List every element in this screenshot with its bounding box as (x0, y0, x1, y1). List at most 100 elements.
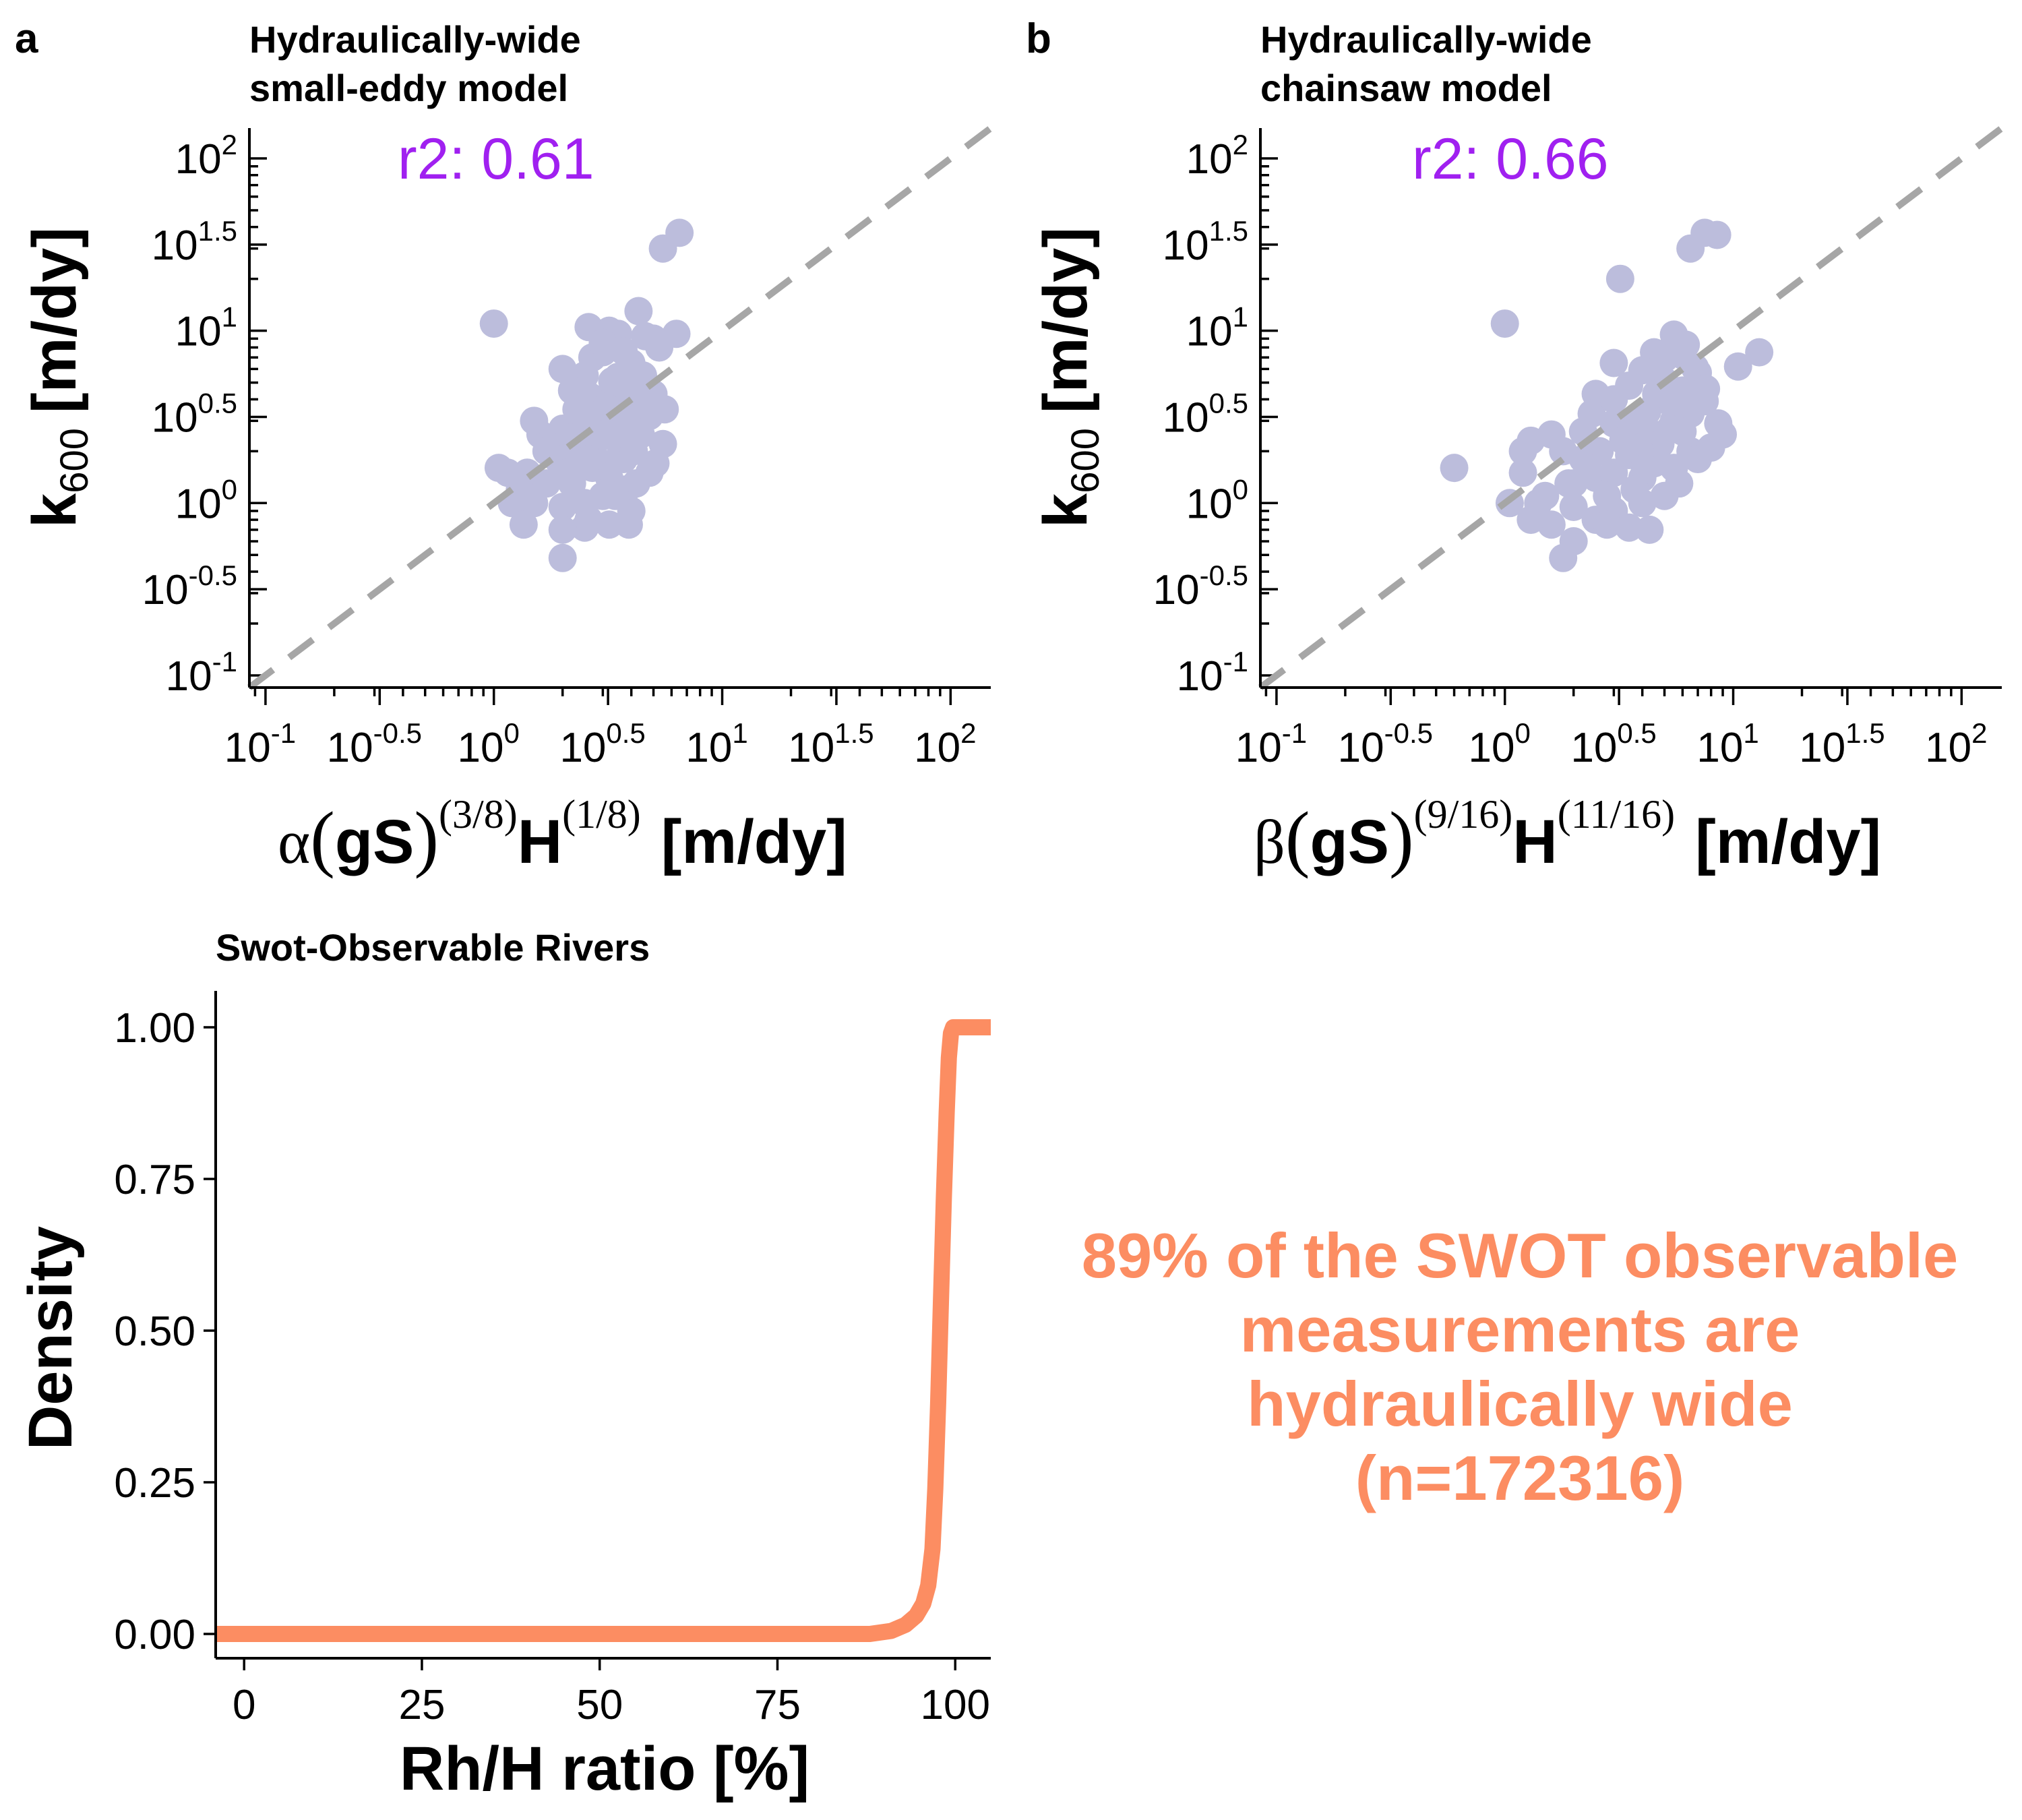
x-tick-label-exponent: 0.5 (606, 717, 645, 749)
annotation-line-2: measurements are (1240, 1294, 1800, 1365)
y-tick-label-base: 10 (175, 136, 222, 183)
x-tick-label-exponent: 0.5 (1617, 717, 1656, 749)
data-point (1680, 353, 1709, 382)
y-tick-label: 10-0.5 (142, 559, 237, 613)
x-tick-label-exponent: -1 (1282, 717, 1307, 749)
x-tick-label: 100 (1469, 717, 1531, 771)
y-tick-label-exponent: 1.5 (1209, 215, 1248, 247)
x-tick-label: 10-0.5 (1338, 717, 1433, 771)
data-point (509, 510, 538, 539)
panel-b-title-line2: chainsaw model (1260, 67, 1552, 109)
x-tick-label-exponent: 0 (504, 717, 520, 749)
annotation-line-4: (n=172316) (1355, 1443, 1685, 1513)
panel-b-r2-label: r2: 0.66 (1412, 127, 1609, 191)
data-point (1650, 344, 1679, 373)
x-tick-label: 102 (914, 717, 976, 771)
data-point (631, 322, 660, 351)
x-tick-label: 101.5 (1799, 717, 1885, 771)
x-tick-label: 75 (754, 1682, 801, 1728)
panel-a-points (479, 218, 694, 572)
panel-a-reference-line (247, 125, 993, 690)
data-point (624, 297, 653, 326)
data-point (662, 320, 691, 348)
data-point (548, 493, 577, 522)
data-point (1703, 220, 1732, 249)
panel-b-ylabel-k: k (1031, 493, 1100, 528)
data-point (1745, 338, 1774, 367)
data-point (557, 423, 586, 452)
panel-c-tick-labels: 0 25 50 75 100 0.00 0.25 0.50 0.75 1.00 (114, 1005, 990, 1728)
panel-a-tick-marks (249, 157, 952, 705)
x-tick-label-exponent: 1 (1743, 717, 1758, 749)
x-tick-label: 101 (1696, 717, 1758, 771)
data-point (588, 328, 617, 357)
data-point (1559, 493, 1588, 522)
panel-a-xlabel-alpha: α (278, 808, 310, 876)
panel-b: b Hydraulically-wide chainsaw model r2: … (1026, 16, 2004, 879)
y-tick-label: 10-0.5 (1153, 559, 1248, 613)
y-tick-label-exponent: -1 (212, 646, 237, 677)
panel-b-xlabel-exp1: (9/16) (1414, 792, 1513, 837)
x-tick-label-base: 10 (559, 725, 606, 771)
y-tick-label-exponent: 0 (1233, 473, 1248, 505)
panel-a-xlabel-h: H (518, 808, 562, 876)
y-tick-label-base: 10 (1186, 309, 1233, 355)
panel-a-y-axis-title: k600 [m/dy] (20, 227, 96, 528)
y-tick-label: 101 (1186, 301, 1248, 355)
data-point (1628, 356, 1657, 385)
annotation-text: 89% of the SWOT observable measurements … (1082, 1220, 1959, 1513)
data-point (1524, 489, 1553, 518)
data-point (594, 510, 623, 539)
y-tick-label: 0.00 (114, 1612, 195, 1658)
x-tick-label: 100 (458, 717, 520, 771)
x-tick-label-exponent: -0.5 (1384, 717, 1433, 749)
data-point (553, 458, 582, 487)
x-tick-label-exponent: 1 (732, 717, 747, 749)
annotation-line-1: 89% of the SWOT observable (1082, 1220, 1959, 1291)
panel-a-title-line2: small-eddy model (249, 67, 568, 109)
annotation-line-3: hydraulically wide (1247, 1368, 1793, 1439)
panel-c-tick-marks (204, 1026, 956, 1670)
panel-b-tick-labels: 10-1 10-0.5 100 100.5 101 101.5 10210-110-0.51… (1153, 129, 1988, 771)
x-tick-label-base: 10 (327, 725, 373, 771)
panel-a-xlabel-unit: [m/dy] (661, 808, 847, 876)
data-point (612, 406, 641, 435)
y-tick-label-exponent: 1 (1233, 301, 1248, 333)
x-tick-label-base: 10 (458, 725, 504, 771)
x-tick-label: 10-0.5 (327, 717, 422, 771)
x-tick-label: 101.5 (788, 717, 874, 771)
data-point (601, 481, 630, 510)
data-point (1684, 445, 1713, 474)
panel-c-density-line (216, 1019, 991, 1642)
data-point (1656, 415, 1685, 444)
panel-a-letter: a (15, 16, 38, 62)
x-tick-label: 10-1 (1235, 717, 1307, 771)
x-tick-label: 101 (685, 717, 747, 771)
y-tick-label-base: 10 (175, 481, 222, 527)
data-point (548, 355, 577, 384)
x-tick-label-base: 10 (1925, 725, 1971, 771)
y-tick-label-exponent: 1 (222, 301, 237, 333)
x-tick-label-exponent: 2 (1971, 717, 1987, 749)
data-point (1573, 454, 1602, 483)
y-tick-label: 100.5 (1163, 387, 1248, 441)
panel-a-xlabel-gs: gS (335, 808, 415, 876)
y-tick-label-base: 10 (152, 394, 198, 441)
data-point (548, 515, 577, 544)
data-point (520, 406, 549, 435)
data-point (1704, 409, 1733, 438)
panel-b-ylabel-sub: 600 (1064, 428, 1107, 493)
y-tick-label-base: 10 (175, 309, 222, 355)
x-tick-label: 50 (576, 1682, 623, 1728)
data-point (1599, 385, 1628, 414)
panel-a-xlabel-exp2: (1/8) (562, 792, 641, 837)
x-tick-label-base: 10 (1696, 725, 1743, 771)
data-point (665, 218, 694, 247)
panel-a-tick-labels: 10-1 10-0.5 100 100.5 101 101.5 10210-110-0.51… (142, 129, 977, 771)
y-tick-label-exponent: -0.5 (189, 559, 237, 591)
panel-b-xlabel-exp2: (11/16) (1558, 792, 1675, 837)
x-tick-label-exponent: -1 (271, 717, 296, 749)
y-tick-label-base: 10 (152, 222, 198, 269)
panel-c-title: Swot-Observable Rivers (216, 926, 650, 969)
